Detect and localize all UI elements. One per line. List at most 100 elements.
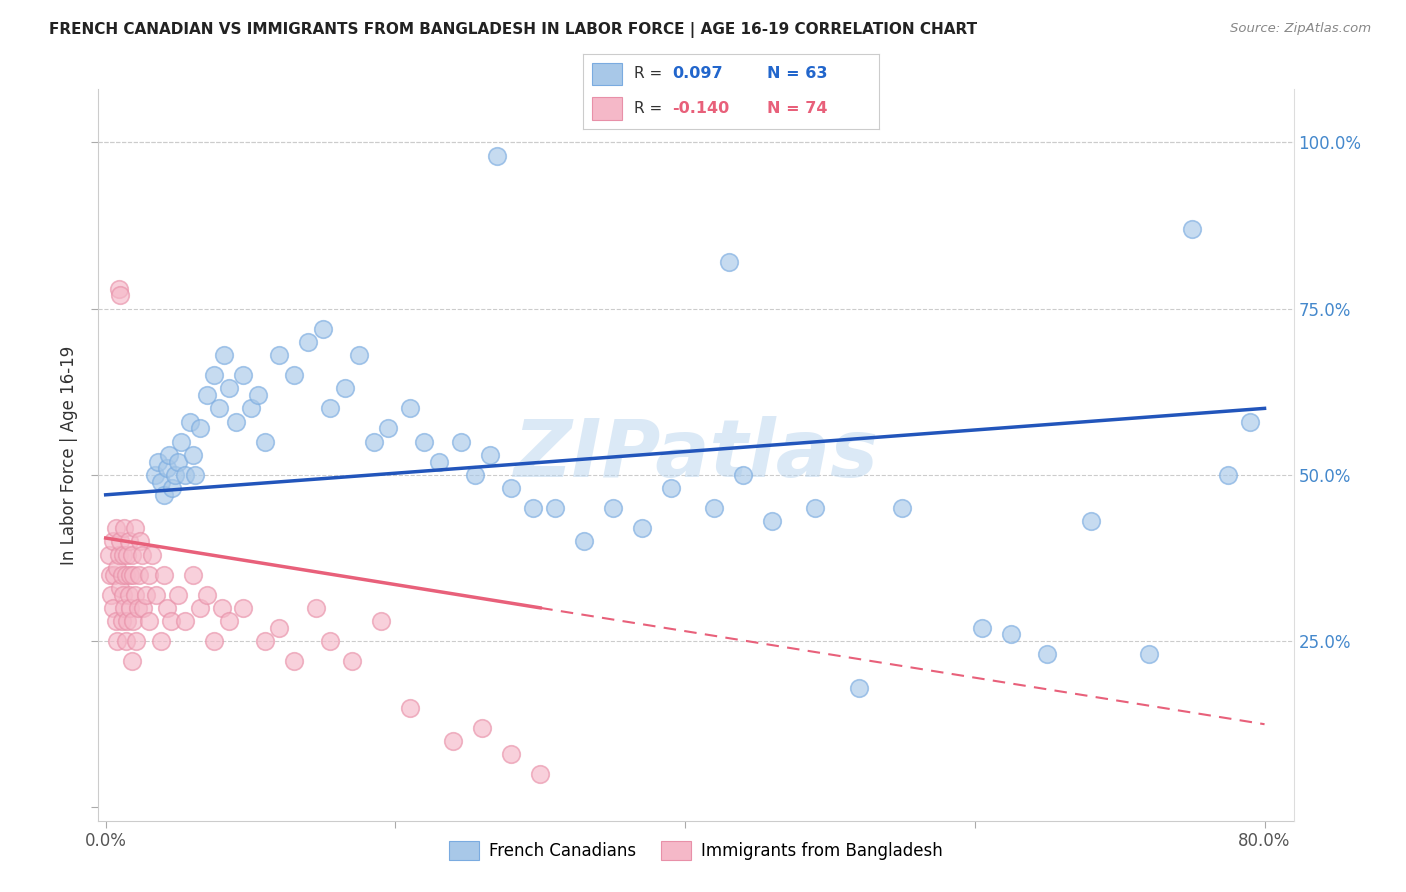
Point (501, 481, 523, 495)
Point (157, 448, 180, 462)
Point (138, 567, 160, 582)
Point (253, 634, 276, 648)
Point (121, 654, 143, 668)
Point (208, 401, 231, 416)
Point (1137, 648, 1160, 662)
Point (138, 614, 160, 628)
Text: 0.097: 0.097 (672, 66, 723, 81)
Point (413, 434, 436, 449)
Point (122, 567, 145, 582)
Point (108, 288, 131, 302)
Point (167, 454, 190, 468)
Point (112, 588, 135, 602)
Point (97, 548, 120, 562)
Point (659, 481, 682, 495)
Point (115, 634, 138, 648)
Point (165, 467, 187, 482)
Point (485, 149, 508, 163)
Point (108, 581, 131, 595)
Point (114, 600, 136, 615)
Point (703, 501, 725, 516)
Point (107, 282, 129, 296)
Point (104, 521, 127, 535)
Point (143, 467, 166, 482)
Point (239, 401, 262, 416)
Point (478, 448, 501, 462)
Point (848, 681, 870, 695)
Point (141, 548, 163, 562)
Point (127, 600, 149, 615)
Point (312, 321, 335, 335)
Point (118, 588, 141, 602)
Point (179, 415, 201, 429)
Point (731, 467, 754, 482)
Point (450, 434, 472, 449)
Point (117, 548, 139, 562)
Point (319, 401, 342, 416)
Point (174, 467, 197, 482)
Point (441, 734, 464, 748)
Point (717, 255, 740, 269)
Point (333, 381, 356, 395)
Text: ZIPatlas: ZIPatlas (513, 416, 879, 494)
Point (188, 600, 211, 615)
Point (202, 634, 225, 648)
Point (377, 421, 399, 435)
Point (181, 567, 204, 582)
Point (105, 561, 128, 575)
Point (146, 454, 169, 468)
Point (104, 614, 127, 628)
Text: FRENCH CANADIAN VS IMMIGRANTS FROM BANGLADESH IN LABOR FORCE | AGE 16-19 CORRELA: FRENCH CANADIAN VS IMMIGRANTS FROM BANGL… (49, 22, 977, 38)
Point (1239, 415, 1261, 429)
Point (103, 567, 125, 582)
Point (761, 515, 783, 529)
FancyBboxPatch shape (592, 97, 621, 120)
Point (464, 467, 486, 482)
Point (218, 614, 240, 628)
Point (1036, 648, 1059, 662)
Point (225, 415, 247, 429)
Point (149, 634, 172, 648)
Point (501, 747, 523, 761)
Point (110, 614, 132, 628)
Point (544, 501, 567, 516)
Point (970, 621, 993, 635)
Point (1181, 222, 1204, 236)
Point (120, 600, 142, 615)
Point (1218, 467, 1240, 482)
Point (170, 434, 193, 449)
Point (115, 567, 138, 582)
Point (160, 614, 183, 628)
Point (181, 448, 204, 462)
Point (114, 521, 136, 535)
Point (399, 401, 422, 416)
Point (112, 548, 135, 562)
Point (124, 588, 146, 602)
Point (122, 614, 145, 628)
Point (218, 381, 240, 395)
Y-axis label: In Labor Force | Age 16-19: In Labor Force | Age 16-19 (60, 345, 79, 565)
Text: R =: R = (634, 66, 662, 81)
Point (118, 534, 141, 549)
Legend: French Canadians, Immigrants from Bangladesh: French Canadians, Immigrants from Bangla… (443, 835, 949, 867)
Point (98, 567, 121, 582)
Text: N = 74: N = 74 (766, 102, 827, 116)
Point (1080, 515, 1102, 529)
Point (152, 488, 174, 502)
Point (110, 567, 132, 582)
Point (125, 634, 148, 648)
Point (105, 634, 128, 648)
Point (184, 467, 207, 482)
Point (283, 654, 305, 668)
Text: -0.140: -0.140 (672, 102, 730, 116)
Text: R =: R = (634, 102, 662, 116)
Point (347, 348, 370, 362)
Point (211, 600, 233, 615)
Point (246, 388, 269, 402)
Point (363, 434, 385, 449)
Point (319, 634, 342, 648)
Text: Source: ZipAtlas.com: Source: ZipAtlas.com (1230, 22, 1371, 36)
Point (804, 501, 827, 516)
Point (162, 481, 184, 495)
Point (135, 588, 157, 602)
